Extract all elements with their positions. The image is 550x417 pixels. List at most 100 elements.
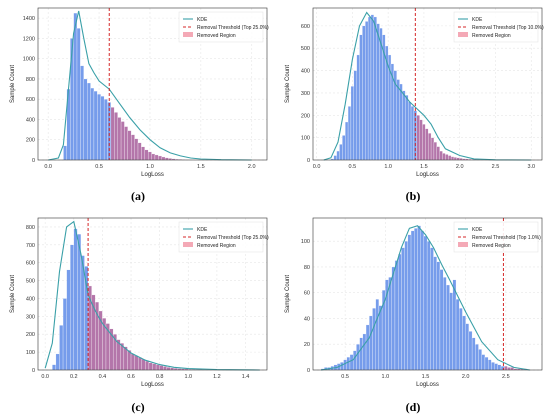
- chart-2-plot-frame: [37, 217, 268, 371]
- chart-2-xtick-label-6: 1.2: [213, 374, 221, 380]
- chart-3-bar-59: [510, 367, 515, 371]
- chart-3-bar-42: [455, 299, 460, 371]
- caption-d: (d): [405, 400, 421, 414]
- chart-3-bar-15: [369, 315, 373, 371]
- chart-0-bar-18: [124, 126, 128, 161]
- chart-1-bar-8: [353, 70, 357, 161]
- chart-0-xtick-label-4: 2.0: [248, 164, 256, 170]
- chart-0-bar-11: [100, 96, 105, 161]
- chart-2-xtick-label-3: 0.6: [127, 374, 135, 380]
- chart-0-bar-12: [103, 99, 108, 161]
- chart-0-ytick-label-7: 1400: [23, 16, 35, 22]
- chart-0-bar-0: [63, 145, 67, 161]
- chart-3-legend-threshold: Removal Threshold (Top 1.0%): [472, 235, 541, 241]
- chart-2-bar-32: [166, 367, 171, 371]
- chart-3-bar-22: [391, 266, 396, 371]
- chart-2-legend-kde: KDE: [197, 227, 208, 233]
- chart-2-ytick-label-6: 600: [26, 261, 35, 267]
- chart-1-bar-7: [350, 86, 354, 161]
- chart-3-bar-47: [471, 337, 476, 371]
- chart-3-bar-37: [439, 269, 444, 371]
- caption-c: (c): [131, 400, 145, 414]
- chart-0-bar-27: [154, 154, 159, 161]
- chart-0-bar-20: [131, 134, 135, 161]
- chart-1-legend-removed: Removed Region: [472, 33, 511, 39]
- chart-3-ytick-label-0: 0: [307, 368, 310, 374]
- chart-1-ytick-label-5: 500: [301, 46, 310, 52]
- chart-3-bar-57: [504, 365, 508, 371]
- chart-2-bar-1: [55, 353, 60, 371]
- chart-1-kde-line: [323, 11, 532, 161]
- chart-2-ytick-label-0: 0: [32, 368, 35, 374]
- chart-2-bar-28: [152, 363, 157, 371]
- chart-0-bar-5: [80, 65, 84, 161]
- chart-0-plot-frame: [37, 7, 268, 161]
- chart-1-xtick-label-3: 1.5: [420, 164, 428, 170]
- chart-2-ytick-label-8: 800: [26, 225, 35, 231]
- chart-3-bar-25: [401, 247, 405, 371]
- chart-2-bar-26: [145, 360, 150, 371]
- chart-0-xlabel: LogLoss: [141, 172, 164, 178]
- chart-2-bar-22: [130, 353, 135, 371]
- chart-0-ytick-label-2: 400: [26, 117, 35, 123]
- chart-1-xtick-label-4: 2.0: [456, 164, 464, 170]
- chart-panel-d: 0.5 1.0 1.5 2.0 2.5 0 20 40 60 80 100 LogLoss Sample…: [285, 217, 543, 388]
- chart-0-bar-19: [127, 130, 132, 161]
- chart-3-bar-46: [468, 331, 473, 371]
- chart-2-bar-7: [77, 233, 82, 371]
- chart-0-bar-8: [90, 87, 95, 161]
- chart-3-bar-28: [410, 230, 415, 371]
- caption-a: (a): [131, 189, 145, 203]
- chart-3-xtick-label-2: 1.5: [422, 374, 430, 380]
- chart-3-bar-44: [462, 315, 466, 371]
- chart-3-xtick-label-0: 0.5: [341, 374, 349, 380]
- chart-0-bar-10: [97, 93, 101, 161]
- chart-3-bar-58: [507, 367, 511, 371]
- chart-2-ytick-label-2: 200: [26, 332, 35, 338]
- chart-2-xtick-label-5: 1.0: [184, 374, 192, 380]
- chart-1-bar-24: [399, 83, 403, 161]
- chart-0-bar-16: [117, 117, 122, 161]
- chart-3-bar-23: [394, 260, 399, 371]
- chart-2-bar-23: [134, 355, 139, 371]
- chart-0-bar-17: [120, 121, 125, 161]
- chart-1-bar-1: [333, 155, 337, 161]
- chart-1-bar-10: [359, 34, 363, 161]
- chart-1-bar-13: [367, 16, 372, 161]
- chart-2-legend-threshold: Removal Threshold (Top 25.0%): [197, 235, 269, 241]
- chart-3-bar-53: [491, 362, 495, 371]
- chart-1-legend-threshold: Removal Threshold (Top 10.0%): [472, 25, 544, 31]
- chart-0-xtick-label-3: 1.5: [197, 164, 205, 170]
- chart-3-bar-17: [375, 299, 380, 371]
- chart-3-xlabel: LogLoss: [416, 382, 439, 388]
- chart-3-bar-16: [372, 308, 376, 371]
- chart-0-ytick-label-3: 600: [26, 97, 35, 103]
- chart-1-ytick-label-2: 200: [301, 113, 310, 119]
- chart-panel-c: 0.0 0.2 0.4 0.6 0.8 1.0 1.2 1.4 0 100 200 300 400 500…: [10, 217, 269, 388]
- chart-3-bar-11: [356, 344, 360, 371]
- chart-1-plot-frame: [312, 7, 543, 161]
- chart-1-bar-26: [405, 95, 409, 161]
- chart-1-bar-9: [356, 54, 360, 161]
- chart-panel-b: 0.0 0.5 1.0 1.5 2.0 2.5 3.0 0 100 200 300 400 500 600…: [285, 7, 544, 178]
- chart-0-bar-22: [137, 142, 142, 161]
- chart-0-kde-line: [48, 10, 252, 161]
- chart-1-bar-5: [345, 121, 349, 161]
- chart-1-bar-12: [365, 21, 369, 161]
- chart-2-xtick-label-7: 1.4: [242, 374, 250, 380]
- chart-0-bar-30: [164, 157, 169, 161]
- chart-1-bar-44: [456, 157, 460, 161]
- chart-3-ytick-label-1: 20: [304, 342, 310, 348]
- chart-2-xtick-label-4: 0.8: [156, 374, 164, 380]
- chart-0-bar-21: [134, 138, 139, 161]
- chart-3-kde-line: [320, 225, 530, 371]
- chart-0-legend-threshold: Removal Threshold (Top 25.0%): [197, 25, 269, 31]
- chart-3-bar-8: [346, 356, 351, 371]
- chart-0-bar-28: [158, 155, 162, 161]
- chart-3-bar-36: [436, 261, 441, 371]
- chart-3-legend-removed-swatch: [458, 242, 468, 247]
- chart-1-bar-30: [416, 115, 420, 161]
- chart-0-bar-7: [87, 82, 91, 161]
- chart-0-bar-26: [151, 153, 156, 161]
- chart-3-bar-29: [414, 228, 418, 371]
